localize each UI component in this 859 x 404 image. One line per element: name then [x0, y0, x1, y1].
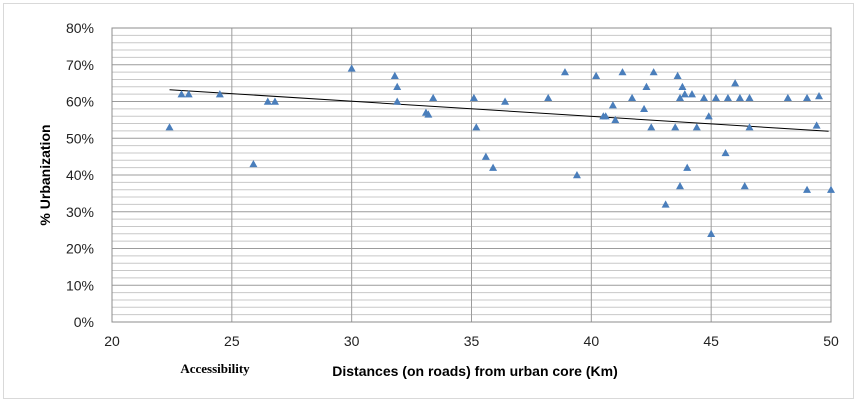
data-point [678, 82, 687, 90]
data-points [165, 64, 835, 237]
x-axis-title: Distances (on roads) from urban core (Km… [332, 363, 618, 379]
data-point [177, 90, 186, 98]
y-tick-label: 10% [66, 277, 94, 293]
trendline-layer [169, 89, 829, 132]
data-point [723, 93, 732, 102]
data-point [572, 171, 581, 179]
y-axis-title: % Urbanization [37, 124, 53, 225]
data-point [390, 71, 399, 79]
data-point [803, 185, 812, 193]
x-tick-label: 45 [703, 333, 719, 349]
data-point [803, 93, 812, 102]
data-point [270, 97, 279, 105]
data-point [647, 123, 656, 131]
data-point [692, 123, 701, 131]
y-tick-label: 70% [66, 57, 94, 73]
x-tick-label: 30 [344, 333, 360, 349]
data-point [711, 93, 720, 102]
data-point [611, 115, 620, 124]
y-tick-label: 80% [66, 20, 94, 36]
data-point [676, 93, 685, 102]
data-point [472, 123, 481, 131]
data-point [608, 101, 617, 109]
data-point [263, 97, 272, 105]
data-point [640, 104, 649, 113]
data-point [560, 68, 569, 76]
data-point [673, 71, 682, 79]
data-point [721, 148, 730, 157]
data-point [628, 93, 637, 102]
x-tick-label: 20 [104, 333, 120, 349]
data-point [815, 91, 824, 100]
y-tick-label: 60% [66, 94, 94, 110]
data-point [393, 97, 402, 105]
data-point [249, 159, 258, 168]
data-point [699, 93, 708, 102]
data-point [618, 68, 627, 76]
data-point [740, 182, 749, 190]
data-point [215, 90, 224, 98]
x-tick-label: 25 [224, 333, 240, 349]
data-point [827, 185, 835, 193]
data-point [601, 112, 610, 120]
data-point [735, 93, 744, 102]
accessibility-annotation: Accessibility [180, 361, 250, 376]
y-tick-label: 20% [66, 241, 94, 257]
data-point [812, 121, 821, 129]
data-point [707, 229, 716, 237]
data-point [429, 93, 438, 102]
data-point [745, 123, 754, 131]
y-tick-label: 50% [66, 130, 94, 146]
data-point [687, 90, 696, 98]
data-point [661, 200, 670, 208]
data-point [783, 93, 792, 102]
chart-frame [3, 3, 854, 399]
y-tick-label: 40% [66, 167, 94, 183]
data-point [680, 90, 689, 98]
grid-lines [111, 27, 832, 323]
data-point [544, 93, 553, 102]
y-tick-label: 30% [66, 204, 94, 220]
data-point [469, 93, 478, 102]
data-point [683, 163, 692, 171]
data-point [745, 93, 754, 102]
tick-labels: 20 25 30 35 40 45 50 0% 10% 20% 30% 40% 50% 60% 70% 80% [66, 20, 839, 349]
x-tick-label: 50 [823, 333, 839, 349]
data-point [731, 79, 740, 87]
x-tick-label: 35 [464, 333, 480, 349]
data-point [592, 71, 601, 79]
data-point [489, 163, 498, 171]
data-point [642, 82, 651, 90]
y-tick-label: 0% [74, 314, 94, 330]
data-point [704, 112, 713, 120]
data-point [393, 82, 402, 90]
data-point [347, 64, 356, 72]
data-point [676, 182, 685, 190]
data-point [184, 90, 193, 98]
data-point [649, 68, 658, 76]
data-point [424, 110, 433, 118]
data-point [501, 97, 510, 105]
plot-area-border [111, 27, 832, 323]
data-point [481, 152, 490, 160]
x-tick-label: 40 [584, 333, 600, 349]
data-point [671, 123, 680, 131]
data-point [165, 123, 174, 131]
trendline [169, 89, 829, 132]
